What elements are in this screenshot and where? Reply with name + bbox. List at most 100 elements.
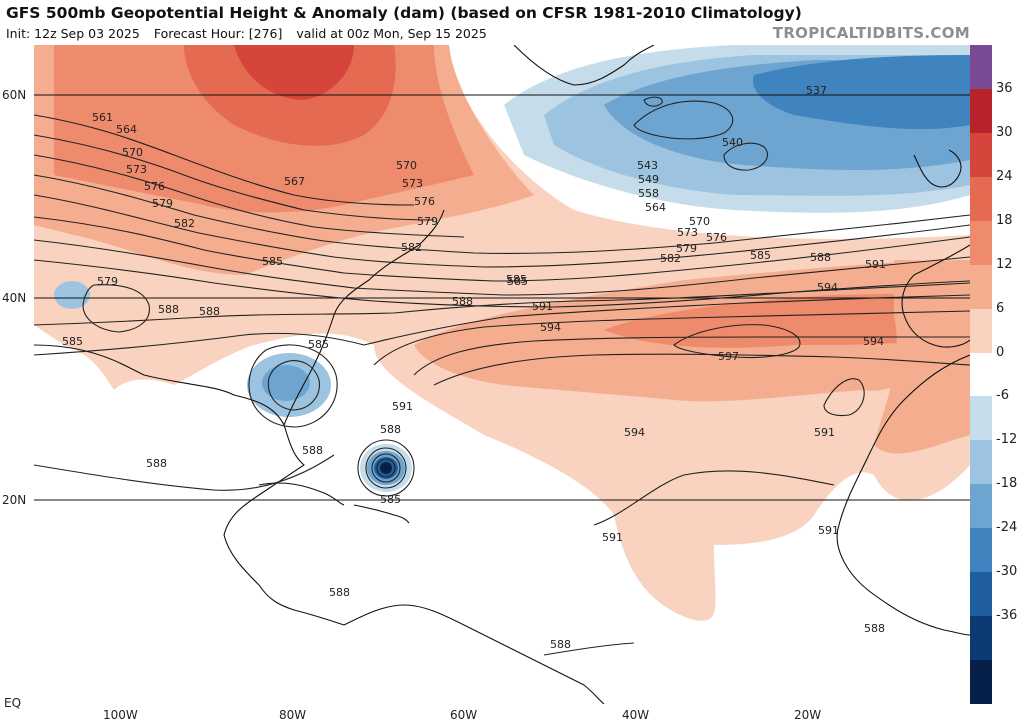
contour-label: 561 <box>92 111 113 124</box>
contour-label: 576 <box>706 231 727 244</box>
contour-label: 582 <box>660 252 681 265</box>
contour-label: 588 <box>550 638 571 651</box>
colorbar <box>970 45 992 705</box>
contour-label: 582 <box>174 217 195 230</box>
map-subtitle: Init: 12z Sep 03 2025 Forecast Hour: [27… <box>6 26 497 41</box>
colorbar-segment <box>970 396 992 441</box>
contour-label: 576 <box>414 195 435 208</box>
contour-label: 585 <box>308 338 329 351</box>
colorbar-segment <box>970 572 992 617</box>
coast-hispaniola <box>353 504 410 524</box>
lat-label-eq: EQ <box>4 696 22 710</box>
coast-uk <box>913 149 962 188</box>
colorbar-tick-label: 30 <box>996 124 1013 140</box>
negative-anomaly-north-atlantic-core <box>753 55 970 130</box>
negative-anomaly-west <box>54 281 90 309</box>
colorbar-tick-label: 36 <box>996 80 1013 96</box>
contour-label: 594 <box>863 335 884 348</box>
coast-cuba <box>258 482 345 506</box>
colorbar-segment <box>970 176 992 222</box>
negative-anomaly-southeast-us-core <box>262 365 310 401</box>
coast-africa <box>836 354 970 636</box>
contour-label: 588 <box>810 251 831 264</box>
contour-labels: 561 564 570 573 576 579 582 585 579 588 … <box>62 84 886 651</box>
colorbar-segment <box>970 440 992 485</box>
colorbar-segment <box>970 132 992 178</box>
colorbar-tick-label: -6 <box>996 388 1009 404</box>
colorbar-segment <box>970 616 992 661</box>
contour-label: 585 <box>62 335 83 348</box>
colorbar-tick-label: -36 <box>996 608 1018 624</box>
contour-label: 591 <box>602 531 623 544</box>
colorbar-segment <box>970 484 992 529</box>
positive-anomaly-canada-peak <box>234 45 354 100</box>
contour-label: 570 <box>122 146 143 159</box>
contour-label: 582 <box>401 241 422 254</box>
contour-label: 591 <box>814 426 835 439</box>
lon-label-100w: 100W <box>103 708 138 722</box>
contour-label: 576 <box>144 180 165 193</box>
contour-label: 543 <box>637 159 658 172</box>
contour-label: 558 <box>638 187 659 200</box>
colorbar-segment <box>970 264 992 310</box>
contour-label: 585 <box>750 249 771 262</box>
contour-label: 573 <box>402 177 423 190</box>
contour-label: 573 <box>126 163 147 176</box>
contour-label: 594 <box>540 321 561 334</box>
site-watermark: TROPICALTIDBITS.COM <box>772 24 970 42</box>
colorbar-tick-label: -30 <box>996 564 1018 580</box>
contour-label: 585 <box>506 273 527 286</box>
colorbar-tick-label: 24 <box>996 168 1013 184</box>
contour-label: 594 <box>817 281 838 294</box>
coast-us-east <box>283 209 445 426</box>
colorbar-segment <box>970 352 992 397</box>
colorbar-tick-label: 6 <box>996 300 1005 316</box>
coast-north-america <box>34 344 345 626</box>
contour-label: 591 <box>818 524 839 537</box>
contour-label: 579 <box>676 242 697 255</box>
contour-label: 573 <box>677 226 698 239</box>
colorbar-segment <box>970 220 992 266</box>
contour-label: 564 <box>645 201 666 214</box>
colorbar-segment <box>970 660 992 705</box>
map-title: GFS 500mb Geopotential Height & Anomaly … <box>6 4 802 22</box>
contour-label: 588 <box>329 586 350 599</box>
lat-label-60n: 60N <box>2 88 27 102</box>
colorbar-segment <box>970 45 992 90</box>
lon-label-80w: 80W <box>279 708 307 722</box>
graticule <box>34 94 970 501</box>
contour-label: 588 <box>158 303 179 316</box>
forecast-hour: Forecast Hour: [276] <box>153 26 283 41</box>
contour-label: 591 <box>532 300 553 313</box>
anomaly-fill <box>34 45 970 621</box>
contour-label: 549 <box>638 173 659 186</box>
colorbar-tick-label: -24 <box>996 520 1018 536</box>
contour-label: 579 <box>417 215 438 228</box>
colorbar-tick-label: 18 <box>996 212 1013 228</box>
map-svg: 561 564 570 573 576 579 582 585 579 588 … <box>34 45 970 704</box>
contour-label: 564 <box>116 123 137 136</box>
coast-south-america <box>343 604 605 704</box>
contour-label: 588 <box>146 457 167 470</box>
contour-label: 588 <box>864 622 885 635</box>
coastlines <box>34 45 970 704</box>
contour-label: 597 <box>718 350 739 363</box>
colorbar-segment <box>970 308 992 354</box>
contour-label: 588 <box>452 295 473 308</box>
contour-label: 588 <box>380 423 401 436</box>
init-time: Init: 12z Sep 03 2025 <box>6 26 140 41</box>
coast-iberia <box>901 244 970 348</box>
contour-label: 588 <box>199 305 220 318</box>
hurricane-anomaly-eye <box>380 462 392 474</box>
contour-label: 591 <box>865 258 886 271</box>
colorbar-tick-label: 12 <box>996 256 1013 272</box>
contour-label: 570 <box>689 215 710 228</box>
contour-label: 585 <box>262 255 283 268</box>
contour-label: 579 <box>97 275 118 288</box>
map-panel: 561 564 570 573 576 579 582 585 579 588 … <box>34 45 970 704</box>
colorbar-tick-label: 0 <box>996 344 1005 360</box>
colorbar-tick-label: -18 <box>996 476 1018 492</box>
lat-label-40n: 40N <box>2 291 27 305</box>
lon-label-20w: 20W <box>794 708 822 722</box>
contour-label: 594 <box>624 426 645 439</box>
